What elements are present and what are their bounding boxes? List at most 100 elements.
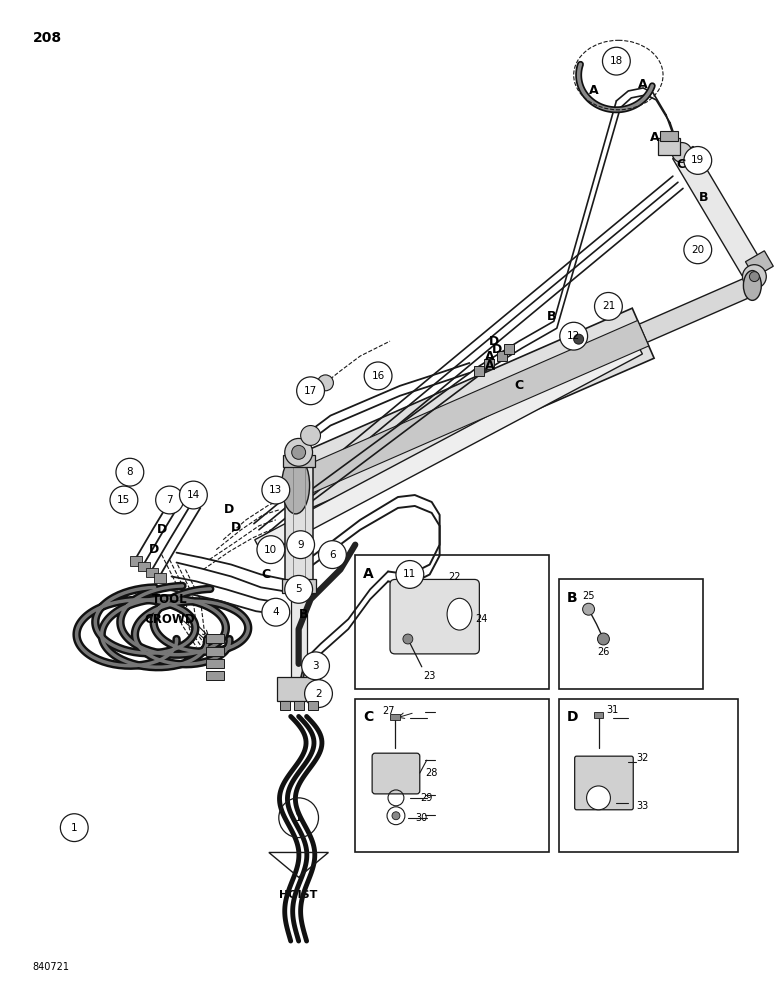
Text: D: D	[231, 521, 241, 534]
Circle shape	[396, 561, 424, 588]
Bar	[207, 647, 224, 656]
Bar	[355, 555, 549, 689]
Circle shape	[573, 334, 583, 344]
Text: TOOL: TOOL	[152, 593, 187, 606]
Circle shape	[743, 265, 766, 289]
Text: D: D	[489, 335, 499, 348]
Bar	[207, 659, 224, 668]
Circle shape	[302, 652, 329, 680]
Circle shape	[292, 445, 306, 459]
Circle shape	[317, 375, 333, 391]
Circle shape	[684, 147, 711, 174]
Circle shape	[285, 575, 313, 603]
Bar	[504, 344, 514, 354]
Bar	[497, 351, 507, 361]
Text: B: B	[299, 608, 308, 621]
Bar	[280, 701, 289, 710]
Text: C: C	[515, 379, 523, 392]
Circle shape	[156, 486, 183, 514]
Bar	[658, 138, 680, 155]
Bar	[355, 699, 549, 852]
Circle shape	[594, 292, 622, 320]
Text: A: A	[638, 78, 648, 91]
FancyBboxPatch shape	[372, 753, 420, 794]
Text: CROWD: CROWD	[144, 613, 195, 626]
Text: 1: 1	[71, 823, 77, 833]
Text: 7: 7	[166, 495, 173, 505]
Polygon shape	[672, 146, 763, 276]
Text: C: C	[261, 568, 271, 581]
Bar	[474, 366, 484, 376]
Text: 21: 21	[602, 301, 615, 311]
Circle shape	[262, 476, 289, 504]
Text: 22: 22	[448, 572, 461, 582]
Text: 1: 1	[295, 813, 302, 823]
Bar	[138, 562, 150, 571]
Circle shape	[300, 426, 321, 445]
Text: B: B	[567, 591, 577, 605]
Text: 13: 13	[269, 485, 282, 495]
Text: 12: 12	[567, 331, 580, 341]
Text: 19: 19	[691, 155, 704, 165]
Circle shape	[110, 486, 138, 514]
Circle shape	[597, 633, 609, 645]
Text: 3: 3	[312, 661, 319, 671]
Text: 16: 16	[371, 371, 385, 381]
Text: 32: 32	[636, 753, 649, 763]
Text: D: D	[157, 523, 167, 536]
Ellipse shape	[743, 271, 761, 300]
Bar	[307, 701, 317, 710]
Bar	[746, 251, 773, 277]
Text: D: D	[492, 343, 502, 356]
Bar	[282, 579, 316, 593]
Bar	[660, 131, 678, 141]
Text: 2: 2	[315, 689, 322, 699]
Circle shape	[684, 236, 711, 264]
Polygon shape	[255, 338, 643, 556]
Text: 18: 18	[610, 56, 623, 66]
Bar	[390, 714, 400, 720]
Text: 14: 14	[186, 490, 200, 500]
Circle shape	[364, 362, 392, 390]
Circle shape	[116, 458, 144, 486]
Circle shape	[60, 814, 88, 842]
Circle shape	[318, 541, 346, 569]
Circle shape	[285, 438, 313, 466]
Text: 6: 6	[329, 550, 335, 560]
Text: 9: 9	[297, 540, 304, 550]
Bar	[558, 579, 703, 689]
Circle shape	[392, 812, 400, 820]
Circle shape	[296, 377, 324, 405]
Circle shape	[257, 536, 285, 564]
Text: C: C	[676, 158, 686, 171]
Polygon shape	[285, 308, 654, 510]
Circle shape	[602, 47, 630, 75]
Bar	[146, 568, 158, 577]
Text: 10: 10	[264, 545, 278, 555]
Circle shape	[262, 598, 289, 626]
Text: 840721: 840721	[33, 962, 69, 972]
Text: 5: 5	[296, 584, 302, 594]
Bar	[277, 677, 321, 701]
Bar	[558, 699, 738, 852]
Text: HOIST: HOIST	[279, 890, 317, 900]
Circle shape	[560, 322, 587, 350]
Text: A: A	[484, 350, 494, 363]
Text: 28: 28	[425, 768, 437, 778]
Text: 23: 23	[424, 671, 436, 681]
Text: 208: 208	[33, 31, 62, 45]
Circle shape	[672, 143, 692, 162]
Bar	[154, 573, 165, 583]
Ellipse shape	[447, 598, 472, 630]
Text: 25: 25	[583, 591, 595, 601]
Text: A: A	[589, 84, 598, 97]
Text: 8: 8	[126, 467, 133, 477]
Text: A: A	[484, 359, 494, 372]
Bar	[283, 455, 314, 467]
Bar	[594, 712, 604, 718]
Text: B: B	[547, 310, 557, 323]
Text: C: C	[363, 710, 374, 724]
Circle shape	[179, 481, 207, 509]
Bar	[294, 701, 303, 710]
Bar	[484, 359, 495, 369]
